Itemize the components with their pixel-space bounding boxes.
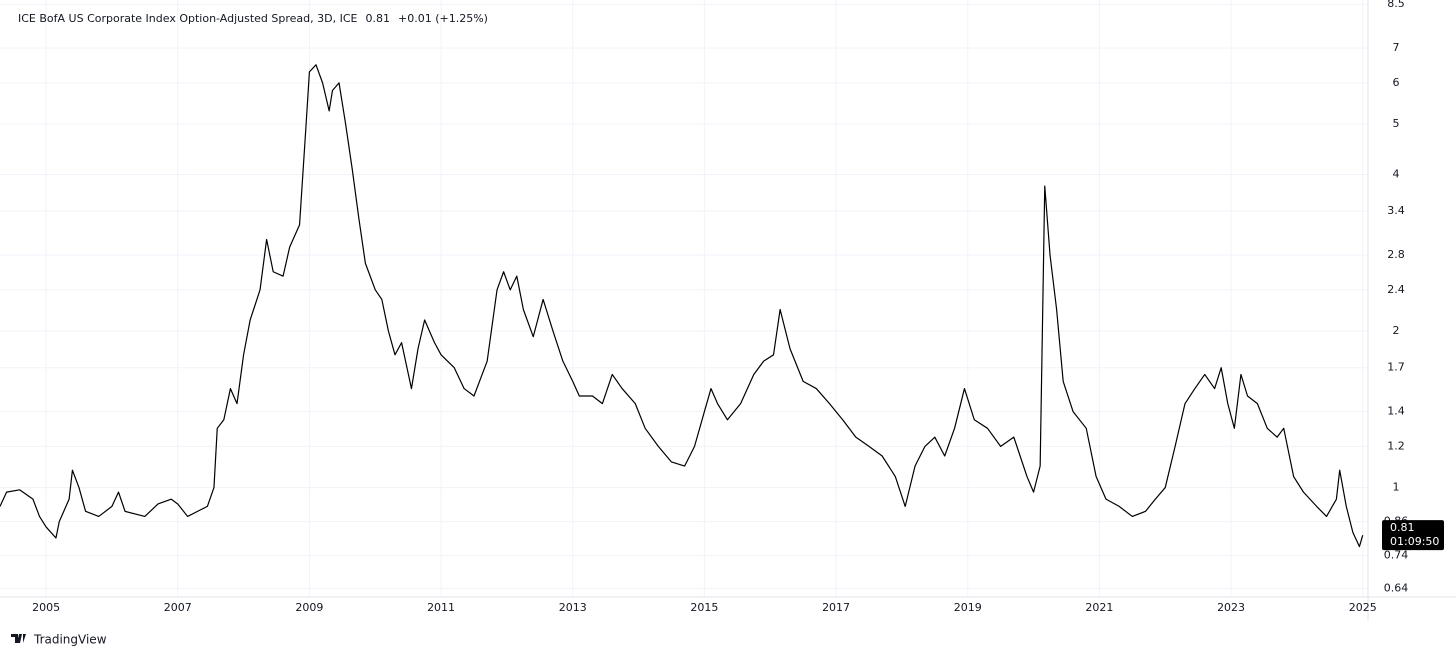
price-label-time: 01:09:50 [1390, 535, 1439, 548]
y-tick-label: 3.4 [1387, 204, 1405, 217]
chart-title: ICE BofA US Corporate Index Option-Adjus… [18, 12, 358, 25]
x-tick-label: 2015 [690, 601, 718, 614]
x-tick-label: 2011 [427, 601, 455, 614]
price-label-box [1382, 520, 1444, 551]
y-tick-label: 2.4 [1387, 283, 1405, 296]
x-tick-label: 2017 [822, 601, 850, 614]
y-tick-label: 2 [1393, 324, 1400, 337]
y-tick-label: 2.8 [1387, 248, 1405, 261]
x-tick-label: 2013 [559, 601, 587, 614]
change: +0.01 (+1.25%) [398, 12, 488, 25]
y-tick-label: 8.5 [1387, 0, 1405, 10]
x-tick-label: 2023 [1217, 601, 1245, 614]
y-tick-label: 1.4 [1387, 405, 1405, 418]
line-series [0, 64, 1364, 548]
last-value: 0.81 [365, 12, 390, 25]
plot [0, 64, 1364, 548]
y-tick-label: 5 [1393, 117, 1400, 130]
x-tick-label: 2025 [1349, 601, 1377, 614]
price-label-value: 0.81 [1390, 521, 1415, 534]
x-tick-label: 2007 [164, 601, 192, 614]
grid [0, 0, 1368, 597]
y-tick-label: 1 [1393, 481, 1400, 494]
y-tick-label: 0.64 [1384, 581, 1409, 594]
y-tick-label: 0.74 [1384, 549, 1409, 562]
x-tick-label: 2009 [295, 601, 323, 614]
y-tick-label: 4 [1393, 167, 1400, 180]
x-tick-label: 2005 [32, 601, 60, 614]
y-tick-label: 6 [1393, 76, 1400, 89]
y-tick-label: 1.2 [1387, 439, 1405, 452]
y-tick-label: 7 [1393, 41, 1400, 54]
brand-name: TradingView [33, 633, 107, 647]
y-tick-label: 1.7 [1387, 361, 1405, 374]
brand-logo [11, 634, 26, 643]
x-tick-label: 2019 [954, 601, 982, 614]
x-tick-label: 2021 [1085, 601, 1113, 614]
